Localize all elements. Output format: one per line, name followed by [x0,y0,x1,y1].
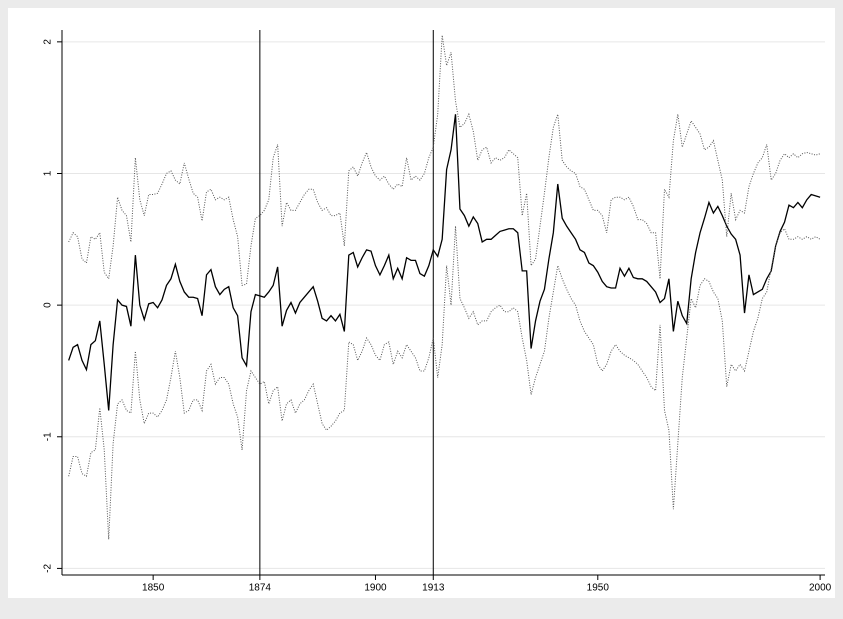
x-tick-label: 1900 [364,583,387,594]
series-line [68,226,821,540]
x-tick-label: 1874 [249,583,272,594]
x-tick-label: 2000 [809,583,832,594]
series-line [68,35,821,287]
y-tick-label: -1 [43,432,54,441]
x-tick-label: 1850 [142,583,165,594]
x-tick-label: 1913 [422,583,445,594]
y-tick-label: 2 [43,39,54,45]
series-line [68,114,821,411]
y-tick-label: 1 [43,170,54,176]
y-tick-label: 0 [43,302,54,308]
y-tick-label: -2 [43,564,54,573]
x-tick-label: 1950 [587,583,610,594]
plot-background [8,8,835,598]
